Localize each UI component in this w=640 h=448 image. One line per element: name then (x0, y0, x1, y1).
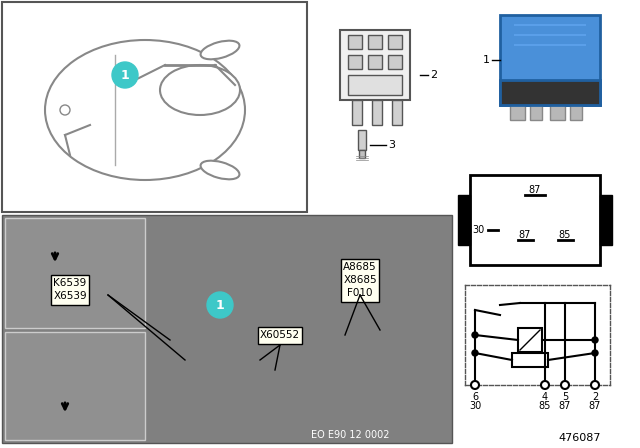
Text: 476087: 476087 (559, 433, 601, 443)
Text: 1: 1 (216, 298, 225, 311)
Text: X60552: X60552 (260, 329, 300, 340)
Bar (368, 55, 382, 69)
Text: 30: 30 (469, 401, 481, 411)
Bar (348, 55, 362, 69)
Bar (341, 258, 379, 302)
Text: X8685: X8685 (343, 275, 377, 284)
Bar (359, 150, 365, 158)
Bar (348, 75, 402, 95)
Circle shape (471, 381, 479, 389)
Bar (51, 275, 89, 305)
Bar (5, 332, 145, 440)
Text: 87: 87 (559, 401, 571, 411)
Text: F010: F010 (348, 288, 372, 297)
Bar (510, 85, 525, 120)
Text: X6539: X6539 (53, 291, 87, 301)
Text: EO E90 12 0002: EO E90 12 0002 (311, 430, 389, 440)
Text: 85: 85 (539, 401, 551, 411)
Bar (600, 195, 612, 245)
Bar (392, 100, 402, 125)
Bar (368, 35, 382, 49)
Text: A8685: A8685 (343, 262, 377, 271)
Circle shape (561, 381, 569, 389)
Text: 1: 1 (483, 55, 490, 65)
Bar (518, 328, 542, 352)
Circle shape (591, 381, 599, 389)
Bar (388, 35, 402, 49)
Bar (388, 55, 402, 69)
Bar (500, 15, 600, 105)
Bar (458, 195, 470, 245)
Text: 6: 6 (472, 392, 478, 402)
Bar (348, 35, 362, 49)
Ellipse shape (200, 41, 239, 59)
Bar (500, 80, 600, 105)
Bar (570, 90, 582, 120)
Bar (530, 90, 542, 120)
Text: 87: 87 (529, 185, 541, 195)
Circle shape (60, 105, 70, 115)
Bar (258, 327, 302, 344)
Ellipse shape (160, 65, 240, 115)
Bar (5, 218, 145, 328)
Bar (352, 100, 362, 125)
Text: 3: 3 (388, 140, 395, 150)
Circle shape (472, 332, 478, 338)
Text: 85: 85 (559, 230, 571, 240)
Text: 1: 1 (120, 69, 129, 82)
Text: 87: 87 (589, 401, 601, 411)
Circle shape (541, 381, 549, 389)
Text: K6539: K6539 (53, 278, 86, 288)
Bar (340, 30, 410, 100)
Text: 87: 87 (519, 230, 531, 240)
Ellipse shape (200, 161, 239, 179)
Circle shape (592, 337, 598, 343)
Text: 30: 30 (472, 225, 484, 235)
Circle shape (592, 350, 598, 356)
Circle shape (112, 62, 138, 88)
Text: 5: 5 (562, 392, 568, 402)
Bar (2, 215, 452, 443)
Text: 2: 2 (430, 70, 437, 80)
Ellipse shape (45, 40, 245, 180)
Text: 4: 4 (542, 392, 548, 402)
Circle shape (472, 350, 478, 356)
Text: 2: 2 (592, 392, 598, 402)
Bar (358, 130, 366, 150)
Bar (372, 100, 382, 125)
Bar (550, 85, 565, 120)
Bar (2, 2, 307, 212)
Bar (470, 175, 600, 265)
Bar (512, 353, 548, 367)
Circle shape (207, 292, 233, 318)
